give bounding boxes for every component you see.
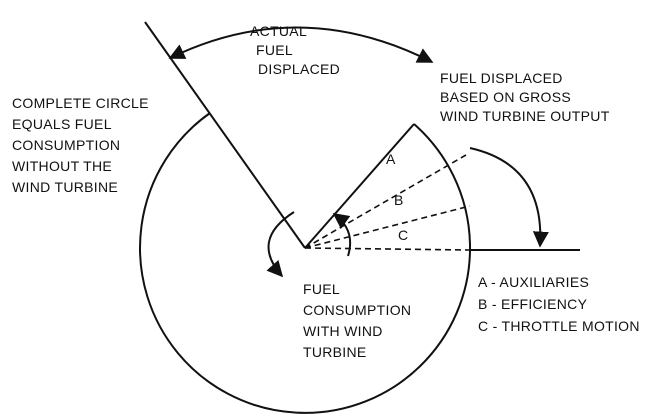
label-gross: FUEL DISPLACED BASED ON GROSS WIND TURBINE… <box>440 70 610 124</box>
divider-c <box>304 247 471 251</box>
segment-label: C <box>398 227 408 243</box>
legend-entry: A - AUXILIARIES <box>478 274 589 290</box>
label-with-turbine: FUEL CONSUMPTION WITH WIND TURBINE <box>303 281 411 360</box>
label-complete: COMPLETE CIRCLE EQUALS FUEL CONSUMPTION WIT… <box>12 95 149 195</box>
gross-arrow <box>469 147 549 248</box>
inner-arc <box>332 213 352 257</box>
divider-b <box>304 205 471 249</box>
actual-arc <box>168 26 434 63</box>
legend-entry: C - THROTTLE MOTION <box>478 318 640 334</box>
consumption-arrow <box>266 211 295 278</box>
divider-a <box>304 154 467 249</box>
label-actual: ACTUAL FUEL DISPLACED <box>250 23 340 77</box>
segment-label: A <box>386 151 396 167</box>
right-boundary <box>304 123 415 249</box>
legend-entry: B - EFFICIENCY <box>478 296 588 312</box>
segment-label: B <box>394 192 404 208</box>
consumption-circle <box>139 112 472 414</box>
